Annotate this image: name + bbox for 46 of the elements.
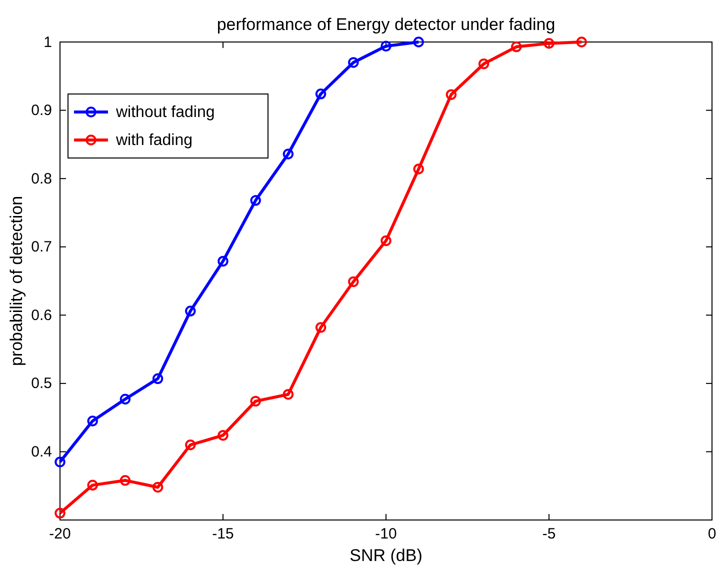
- point: [413, 36, 424, 48]
- point: [250, 195, 261, 206]
- point: [54, 456, 66, 468]
- y-tick-label: 0.6: [31, 306, 52, 324]
- point: [282, 148, 294, 160]
- point: [185, 440, 196, 450]
- point: [250, 396, 261, 407]
- point: [120, 394, 131, 404]
- point: [315, 88, 326, 100]
- point: [54, 508, 66, 519]
- point: [218, 430, 228, 441]
- y-tick-label: 1: [44, 34, 52, 51]
- point: [380, 40, 392, 52]
- legend-label: with fading: [115, 132, 192, 149]
- y-tick-label: 0.7: [31, 238, 52, 256]
- point: [478, 58, 490, 70]
- y-axis-title: probability of detection: [7, 196, 26, 366]
- point: [348, 57, 359, 68]
- point: [87, 480, 98, 491]
- point: [120, 475, 131, 486]
- x-axis-title: SNR (dB): [350, 546, 422, 565]
- point: [185, 306, 196, 316]
- point: [544, 38, 554, 49]
- y-tick-label: 0.5: [31, 375, 52, 392]
- point: [576, 36, 587, 48]
- point: [380, 235, 392, 246]
- y-tick-label: 0.4: [31, 444, 52, 461]
- x-tick-label: -20: [49, 526, 71, 543]
- y-tick-label: 0.8: [31, 170, 52, 188]
- point: [511, 41, 522, 52]
- legend-label: without fading: [115, 104, 215, 121]
- chart-title: performance of Energy detector under fading: [216, 15, 556, 34]
- x-tick-label: -10: [375, 526, 397, 543]
- point: [315, 322, 326, 333]
- point: [413, 164, 424, 174]
- point: [152, 373, 164, 384]
- x-tick-label: -5: [542, 526, 556, 543]
- point: [348, 276, 359, 288]
- point: [446, 89, 457, 100]
- point: [282, 388, 294, 400]
- point: [218, 256, 228, 267]
- x-tick-label: -15: [212, 526, 234, 543]
- x-tick-label: 0: [708, 526, 716, 543]
- point: [87, 416, 98, 426]
- y-tick-label: 0.9: [31, 102, 52, 120]
- point: [152, 482, 164, 493]
